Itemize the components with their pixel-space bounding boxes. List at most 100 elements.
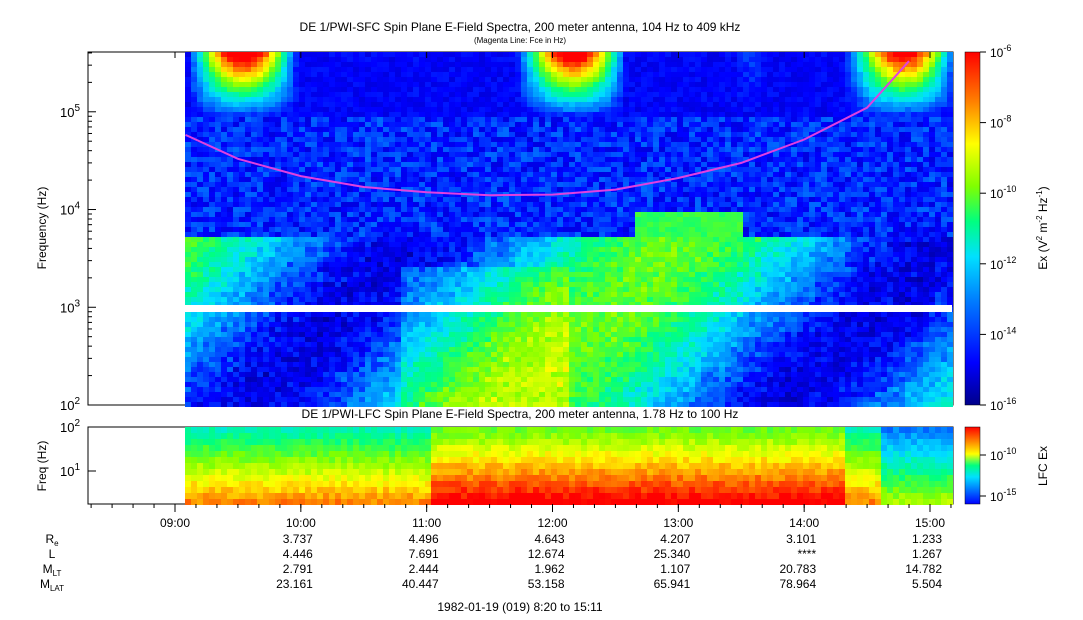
sfc-heat-cell [371, 127, 377, 132]
sfc-heat-cell [407, 352, 413, 357]
sfc-heat-cell [455, 187, 461, 192]
sfc-heat-cell [311, 397, 317, 402]
sfc-heat-cell [455, 77, 461, 82]
sfc-heat-cell [299, 217, 305, 222]
sfc-heat-cell [437, 147, 443, 152]
sfc-heat-cell [413, 397, 419, 402]
sfc-heat-cell [191, 202, 197, 207]
sfc-heat-cell [215, 352, 221, 357]
sfc-heat-cell [467, 242, 473, 247]
sfc-heat-cell [305, 217, 311, 222]
sfc-heat-cell [557, 347, 563, 352]
sfc-heat-cell [221, 222, 227, 227]
sfc-heat-cell [581, 267, 587, 272]
sfc-heat-cell [605, 57, 611, 62]
sfc-heat-cell [317, 227, 323, 232]
sfc-heat-cell [185, 222, 191, 227]
sfc-heat-cell [533, 312, 539, 317]
sfc-heat-cell [443, 297, 449, 302]
sfc-heat-cell [587, 352, 593, 357]
sfc-heat-cell [569, 222, 575, 227]
sfc-heat-cell [275, 362, 281, 367]
sfc-heat-cell [587, 142, 593, 147]
sfc-heat-cell [239, 372, 245, 377]
sfc-heat-cell [419, 197, 425, 202]
sfc-heat-cell [275, 147, 281, 152]
sfc-heat-cell [419, 177, 425, 182]
sfc-heat-cell [239, 212, 245, 217]
sfc-heat-cell [287, 162, 293, 167]
sfc-heat-cell [557, 207, 563, 212]
sfc-heat-cell [401, 57, 407, 62]
sfc-heat-cell [545, 337, 551, 342]
sfc-heat-cell [491, 317, 497, 322]
sfc-heat-cell [509, 342, 515, 347]
sfc-heat-cell [269, 317, 275, 322]
sfc-heat-cell [413, 97, 419, 102]
sfc-heat-cell [269, 322, 275, 327]
sfc-heat-cell [311, 262, 317, 267]
sfc-heat-cell [557, 397, 563, 402]
sfc-heat-cell [311, 192, 317, 197]
sfc-heat-cell [311, 257, 317, 262]
sfc-heat-cell [467, 182, 473, 187]
sfc-heat-cell [575, 212, 581, 217]
sfc-heat-cell [467, 332, 473, 337]
sfc-heat-cell [593, 72, 599, 77]
sfc-heat-cell [443, 332, 449, 337]
sfc-heat-cell [443, 247, 449, 252]
sfc-heat-cell [377, 397, 383, 402]
sfc-heat-cell [491, 207, 497, 212]
sfc-heat-cell [221, 312, 227, 317]
sfc-heat-cell [443, 172, 449, 177]
sfc-heat-cell [215, 332, 221, 337]
sfc-heat-cell [569, 217, 575, 222]
sfc-heat-cell [599, 82, 605, 87]
sfc-heat-cell [599, 297, 605, 302]
sfc-heat-cell [485, 212, 491, 217]
sfc-heat-cell [545, 227, 551, 232]
sfc-heat-cell [359, 267, 365, 272]
sfc-heat-cell [365, 222, 371, 227]
sfc-heat-cell [575, 82, 581, 87]
sfc-heat-cell [395, 107, 401, 112]
sfc-heat-cell [551, 222, 557, 227]
sfc-heat-cell [281, 97, 287, 102]
sfc-heat-cell [359, 402, 365, 407]
sfc-heat-cell [281, 377, 287, 382]
sfc-heat-cell [197, 272, 203, 277]
sfc-heat-cell [449, 242, 455, 247]
sfc-heat-cell [521, 337, 527, 342]
sfc-heat-cell [239, 357, 245, 362]
sfc-heat-cell [341, 197, 347, 202]
sfc-heat-cell [431, 357, 437, 362]
sfc-heat-cell [449, 212, 455, 217]
sfc-heat-cell [377, 82, 383, 87]
sfc-heat-cell [539, 167, 545, 172]
sfc-heat-cell [593, 77, 599, 82]
sfc-heat-cell [347, 87, 353, 92]
sfc-heat-cell [335, 207, 341, 212]
sfc-heat-cell [425, 67, 431, 72]
sfc-heat-cell [287, 382, 293, 387]
sfc-heat-cell [251, 302, 257, 307]
sfc-heat-cell [467, 267, 473, 272]
sfc-heat-cell [239, 377, 245, 382]
sfc-heat-cell [359, 292, 365, 297]
sfc-heat-cell [425, 252, 431, 257]
sfc-heat-cell [539, 377, 545, 382]
sfc-heat-cell [221, 362, 227, 367]
sfc-heat-cell [263, 247, 269, 252]
sfc-heat-cell [449, 92, 455, 97]
sfc-heat-cell [467, 107, 473, 112]
sfc-heat-cell [299, 262, 305, 267]
sfc-heat-cell [539, 242, 545, 247]
sfc-heat-cell [323, 377, 329, 382]
sfc-heat-cell [419, 352, 425, 357]
sfc-heat-cell [197, 377, 203, 382]
sfc-heat-cell [233, 87, 239, 92]
sfc-heat-cell [467, 352, 473, 357]
sfc-heat-cell [305, 247, 311, 252]
sfc-heat-cell [497, 342, 503, 347]
sfc-heat-cell [551, 302, 557, 307]
